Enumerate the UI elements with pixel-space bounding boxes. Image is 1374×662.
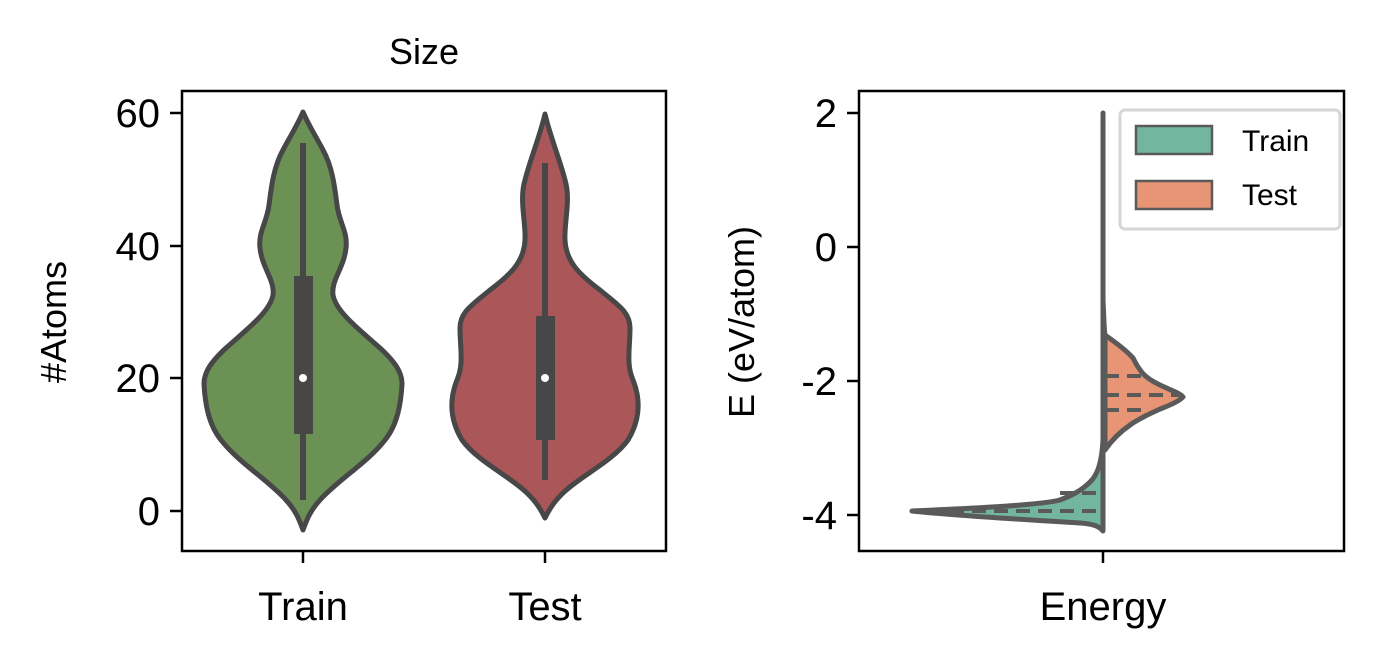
test-split-violin	[1102, 332, 1186, 453]
legend-label-test: Test	[1242, 179, 1298, 212]
train-split-violin	[909, 110, 1106, 534]
train-quartile-lines	[950, 491, 1102, 513]
left-ytick-0: 0	[138, 490, 160, 534]
left-xtick-test: Test	[508, 585, 581, 629]
left-ytick-20: 20	[116, 357, 161, 401]
right-ytick-0: 0	[815, 226, 837, 270]
right-ytick-minus4: -4	[801, 494, 837, 538]
left-y-axis-label: #Atoms	[33, 261, 74, 383]
left-ytick-40: 40	[116, 225, 161, 269]
right-plot: 2 0 -2 -4 Energy E (eV/atom) Train Test	[721, 89, 1346, 629]
left-ytick-60: 60	[116, 92, 161, 136]
left-axes-frame	[180, 89, 668, 553]
right-xtick-energy: Energy	[1040, 585, 1167, 629]
left-plot: Size 60 40 20 0 Train Test #Atoms	[33, 31, 668, 629]
legend: Train Test	[1118, 108, 1342, 231]
left-xtick-train: Train	[258, 585, 348, 629]
legend-label-train: Train	[1242, 125, 1309, 158]
right-y-axis	[847, 111, 859, 517]
left-plot-title: Size	[389, 31, 459, 72]
legend-swatch-train	[1134, 124, 1214, 156]
train-iqr-box	[294, 276, 313, 434]
train-median	[299, 374, 307, 382]
test-quartile-lines	[1105, 374, 1182, 412]
energy-center-line	[1100, 113, 1108, 336]
left-y-axis	[170, 111, 182, 513]
test-median	[541, 374, 549, 382]
right-y-axis-label: E (eV/atom)	[721, 226, 762, 418]
right-axes-frame	[857, 89, 1346, 553]
legend-swatch-test	[1134, 179, 1214, 211]
right-ytick-minus2: -2	[801, 360, 837, 404]
right-ytick-2: 2	[815, 92, 837, 136]
left-x-axis	[301, 551, 547, 563]
